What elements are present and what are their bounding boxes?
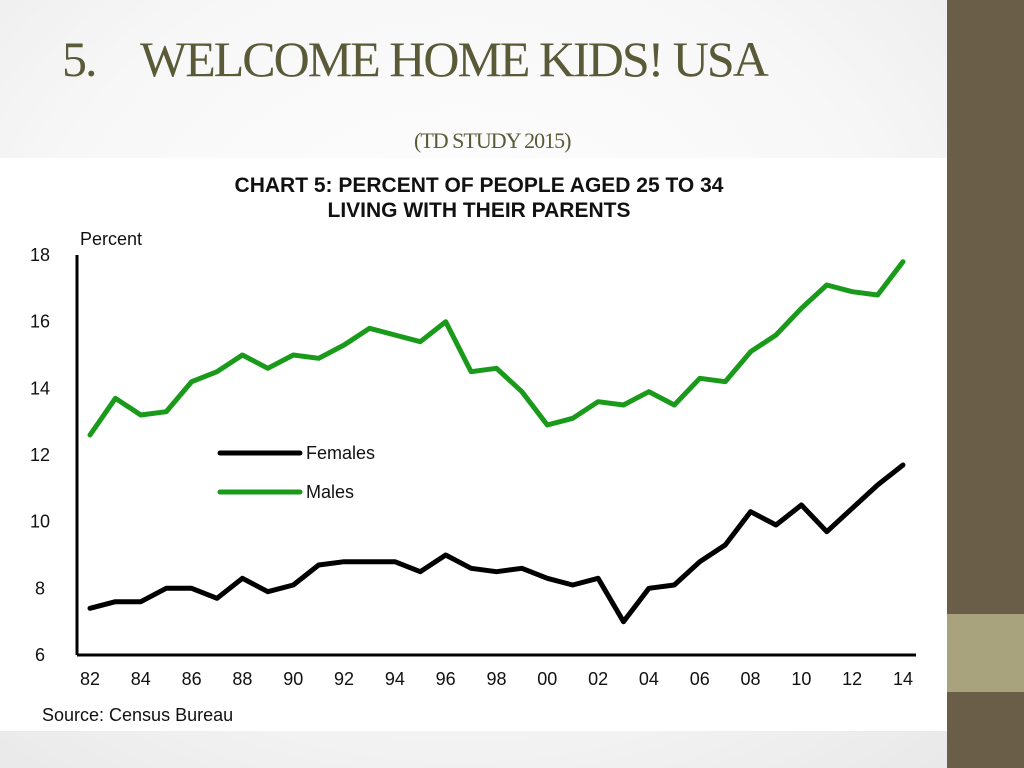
x-tick-label-96: 96	[436, 669, 456, 689]
legend-label-females: Females	[306, 443, 375, 463]
x-tick-label-92: 92	[334, 669, 354, 689]
y-tick-label-12: 12	[30, 445, 50, 465]
x-tick-label-86: 86	[182, 669, 202, 689]
x-tick-label-08: 08	[741, 669, 761, 689]
x-tick-label-02: 02	[588, 669, 608, 689]
x-tick-label-06: 06	[690, 669, 710, 689]
legend-label-males: Males	[306, 482, 354, 502]
x-tick-labels: 82 84 86 88 90 92 94 96 98 00 02 04 06 08 10 12 14	[80, 669, 913, 689]
chart-panel: CHART 5: PERCENT OF PEOPLE AGED 25 TO 34…	[0, 158, 947, 731]
chart-title-line2: LIVING WITH THEIR PARENTS	[328, 199, 631, 222]
series-line-females	[87, 462, 906, 625]
y-tick-label-10: 10	[30, 512, 50, 532]
slide-number: 5.	[62, 31, 98, 87]
x-tick-label-98: 98	[486, 669, 506, 689]
side-accent	[947, 614, 1024, 692]
x-tick-label-00: 00	[537, 669, 557, 689]
slide-title: 5. WELCOME HOME KIDS! USA	[62, 30, 769, 88]
series-line-males	[87, 259, 906, 438]
x-tick-label-10: 10	[791, 669, 811, 689]
x-tick-label-90: 90	[283, 669, 303, 689]
line-chart: CHART 5: PERCENT OF PEOPLE AGED 25 TO 34…	[30, 174, 916, 725]
y-tick-label-14: 14	[30, 378, 50, 398]
y-tick-label-18: 18	[30, 245, 50, 265]
y-tick-label-6: 6	[35, 645, 45, 665]
legend: Females Males	[217, 443, 375, 502]
chart-source: Source: Census Bureau	[42, 705, 233, 725]
series-lines	[87, 259, 906, 625]
x-tick-label-84: 84	[131, 669, 151, 689]
x-tick-label-88: 88	[232, 669, 252, 689]
x-tick-label-82: 82	[80, 669, 100, 689]
y-tick-label-16: 16	[30, 312, 50, 332]
y-tick-label-8: 8	[35, 578, 45, 598]
slide-subtitle: (TD STUDY 2015)	[414, 128, 571, 153]
x-tick-label-14: 14	[893, 669, 913, 689]
x-tick-label-12: 12	[842, 669, 862, 689]
y-axis-label: Percent	[80, 229, 142, 249]
x-tick-label-04: 04	[639, 669, 659, 689]
x-tick-label-94: 94	[385, 669, 405, 689]
y-tick-labels: 6 8 10 12 14 16 18	[30, 245, 50, 665]
slide-title-text: WELCOME HOME KIDS! USA	[140, 31, 769, 87]
chart-title-line1: CHART 5: PERCENT OF PEOPLE AGED 25 TO 34	[235, 174, 724, 197]
